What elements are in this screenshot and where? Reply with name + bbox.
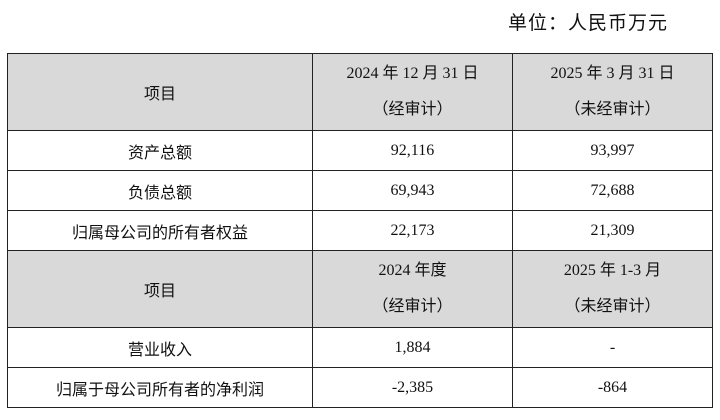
header-line: （经审计） [372,101,453,118]
header-line: 2024 年 12 月 31 日 [346,65,479,82]
header-line: 2025 年 3 月 31 日 [550,65,675,82]
data-row: 负债总额 69,943 72,688 [7,170,713,211]
value-cell: 21,309 [512,210,713,251]
table-body: 项目 2024 年 12 月 31 日 （经审计） 2025 年 3 月 31 日 （未… [7,53,713,408]
header-cell: 项目 [7,250,313,328]
value-cell: -2,385 [312,367,513,408]
data-row: 营业收入 1,884- [7,327,713,368]
data-row: 资产总额 92,116 93,997 [7,130,713,171]
label-cell: 负债总额 [7,170,313,211]
header-row: 项目 2024 年度 （经审计） 2025 年 1-3 月 （未经审计） [7,250,713,328]
header-line: （经审计） [372,298,453,315]
header-cell: 2024 年度 （经审计） [312,250,513,328]
value-cell: 69,943 [312,170,513,211]
label-cell: 营业收入 [7,327,313,368]
label-cell: 资产总额 [7,130,313,171]
data-row: 归属于母公司所有者的净利润 -2,385 -864 [7,367,713,408]
header-cell: 2024 年 12 月 31 日 （经审计） [312,53,513,131]
header-row: 项目 2024 年 12 月 31 日 （经审计） 2025 年 3 月 31 日 （未… [7,53,713,131]
value-cell: 1,884 [312,327,513,368]
header-cell: 2025 年 1-3 月 （未经审计） [512,250,713,328]
value-cell: 72,688 [512,170,713,211]
header-cell: 2025 年 3 月 31 日 （未经审计） [512,53,713,131]
header-line: 2024 年度 [378,262,447,279]
header-line: （未经审计） [564,298,661,315]
unit-note: 单位：人民币万元 [507,13,668,34]
label-cell: 归属于母公司所有者的净利润 [7,367,313,408]
header-line: 2025 年 1-3 月 [563,262,662,279]
value-cell: 93,997 [512,130,713,171]
financial-table: 项目 2024 年 12 月 31 日 （经审计） 2025 年 3 月 31 日 （未… [7,53,713,408]
value-cell: 22,173 [312,210,513,251]
data-row: 归属母公司的所有者权益 22,173 21,309 [7,210,713,251]
label-cell: 归属母公司的所有者权益 [7,210,313,251]
header-cell: 项目 [7,53,313,131]
header-line: （未经审计） [564,101,661,118]
value-cell: 92,116 [312,130,513,171]
value-cell: -864 [512,367,713,408]
value-cell: - [512,327,713,368]
